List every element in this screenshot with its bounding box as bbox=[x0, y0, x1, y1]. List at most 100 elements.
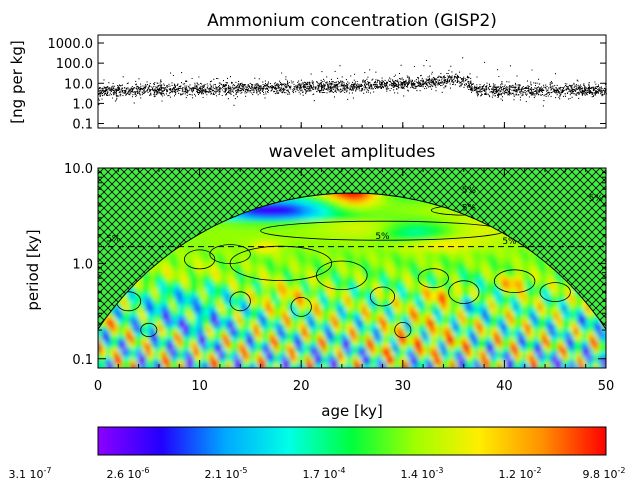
heatmap-cell bbox=[230, 280, 235, 285]
heatmap-cell bbox=[302, 300, 307, 305]
heatmap-cell bbox=[462, 312, 467, 317]
heatmap-cell bbox=[270, 272, 275, 277]
heatmap-cell bbox=[562, 308, 567, 313]
heatmap-cell bbox=[342, 260, 347, 265]
heatmap-cell bbox=[358, 280, 363, 285]
heatmap-cell bbox=[222, 284, 227, 289]
heatmap-cell bbox=[146, 284, 151, 289]
heatmap-cell bbox=[330, 256, 335, 261]
heatmap-cell bbox=[278, 276, 283, 281]
heatmap-cell bbox=[178, 248, 183, 253]
heatmap-cell bbox=[450, 280, 455, 285]
heatmap-cell bbox=[466, 248, 471, 253]
heatmap-cell bbox=[582, 316, 587, 321]
heatmap-cell bbox=[438, 276, 443, 281]
heatmap-cell bbox=[422, 220, 427, 225]
heatmap-cell bbox=[406, 320, 411, 325]
heatmap-cell bbox=[458, 312, 463, 317]
heatmap-cell bbox=[390, 224, 395, 229]
heatmap-cell bbox=[518, 284, 523, 289]
heatmap-cell bbox=[338, 300, 343, 305]
heatmap-cell bbox=[302, 284, 307, 289]
heatmap-cell bbox=[342, 192, 347, 197]
heatmap-cell bbox=[310, 288, 315, 293]
heatmap-cell bbox=[406, 200, 411, 205]
heatmap-cell bbox=[342, 204, 347, 209]
heatmap-cell bbox=[490, 228, 495, 233]
heatmap-cell bbox=[330, 316, 335, 321]
heatmap-cell bbox=[202, 320, 207, 325]
heatmap-cell bbox=[302, 308, 307, 313]
heatmap-cell bbox=[430, 276, 435, 281]
heatmap-cell bbox=[278, 264, 283, 269]
heatmap-cell bbox=[354, 236, 359, 241]
heatmap-cell bbox=[478, 300, 483, 305]
heatmap-cell bbox=[402, 312, 407, 317]
heatmap-cell bbox=[234, 280, 239, 285]
heatmap-cell bbox=[314, 252, 319, 257]
heatmap-cell bbox=[406, 240, 411, 245]
heatmap-cell bbox=[526, 308, 531, 313]
heatmap-cell bbox=[158, 272, 163, 277]
heatmap-cell bbox=[198, 264, 203, 269]
heatmap-cell bbox=[486, 304, 491, 309]
heatmap-cell bbox=[458, 288, 463, 293]
heatmap-cell bbox=[410, 276, 415, 281]
heatmap-cell bbox=[294, 276, 299, 281]
heatmap-cell bbox=[446, 268, 451, 273]
heatmap-cell bbox=[538, 304, 543, 309]
heatmap-cell bbox=[366, 320, 371, 325]
heatmap-cell bbox=[278, 304, 283, 309]
heatmap-cell bbox=[294, 228, 299, 233]
heatmap-cell bbox=[582, 300, 587, 305]
heatmap-cell bbox=[342, 288, 347, 293]
heatmap-cell bbox=[394, 240, 399, 245]
heatmap-cell bbox=[474, 300, 479, 305]
heatmap-cell bbox=[502, 260, 507, 265]
heatmap-cell bbox=[574, 308, 579, 313]
heatmap-cell bbox=[334, 208, 339, 213]
heatmap-cell bbox=[326, 256, 331, 261]
heatmap-cell bbox=[342, 196, 347, 201]
heatmap-cell bbox=[482, 280, 487, 285]
heatmap-cell bbox=[246, 252, 251, 257]
heatmap-cell bbox=[226, 292, 231, 297]
heatmap-cell bbox=[342, 236, 347, 241]
heatmap-cell bbox=[498, 252, 503, 257]
heatmap-cell bbox=[330, 312, 335, 317]
top-y-axis-label: [ng per kg] bbox=[8, 40, 26, 123]
heatmap-cell bbox=[322, 196, 327, 201]
heatmap-cell bbox=[406, 252, 411, 257]
heatmap-cell bbox=[202, 288, 207, 293]
heatmap-cell bbox=[482, 224, 487, 229]
heatmap-cell bbox=[222, 316, 227, 321]
heatmap-cell bbox=[258, 256, 263, 261]
heatmap-cell bbox=[406, 268, 411, 273]
heatmap-cell bbox=[526, 288, 531, 293]
heatmap-cell bbox=[410, 236, 415, 241]
heatmap-cell bbox=[314, 304, 319, 309]
heatmap-cell bbox=[518, 248, 523, 253]
heatmap-cell bbox=[362, 240, 367, 245]
heatmap-cell bbox=[562, 304, 567, 309]
heatmap-cell bbox=[454, 240, 459, 245]
heatmap-cell bbox=[466, 264, 471, 269]
heatmap-cell bbox=[470, 304, 475, 309]
heatmap-cell bbox=[458, 280, 463, 285]
heatmap-cell bbox=[166, 316, 171, 321]
heatmap-cell bbox=[250, 236, 255, 241]
heatmap-cell bbox=[458, 232, 463, 237]
heatmap-cell bbox=[362, 292, 367, 297]
heatmap-cell bbox=[222, 260, 227, 265]
heatmap-cell bbox=[302, 264, 307, 269]
heatmap-cell bbox=[154, 264, 159, 269]
heatmap-cell bbox=[506, 300, 511, 305]
heatmap-cell bbox=[434, 292, 439, 297]
heatmap-cell bbox=[366, 212, 371, 217]
heatmap-cell bbox=[218, 252, 223, 257]
heatmap-cell bbox=[362, 196, 367, 201]
heatmap-cell bbox=[206, 232, 211, 237]
heatmap-cell bbox=[378, 276, 383, 281]
heatmap-cell bbox=[334, 244, 339, 249]
heatmap-cell bbox=[534, 276, 539, 281]
